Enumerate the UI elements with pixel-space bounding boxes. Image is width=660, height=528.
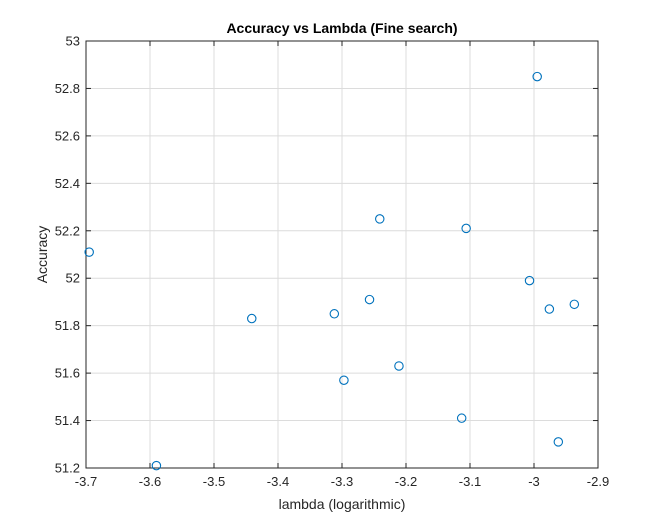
y-tick-label: 53	[66, 34, 80, 49]
data-point	[461, 223, 471, 234]
y-tick-label: 51.2	[55, 461, 80, 476]
grid	[85, 40, 599, 469]
y-tick-label: 52.6	[55, 128, 80, 143]
x-tick-label: -3.6	[139, 474, 161, 489]
data-point	[151, 460, 162, 471]
y-tick-label: 52	[66, 271, 80, 286]
y-tick-label: 51.4	[55, 413, 80, 428]
chart-title: Accuracy vs Lambda (Fine search)	[226, 20, 457, 36]
y-tick-label: 51.6	[55, 366, 80, 381]
y-axis-label: Accuracy	[34, 226, 50, 284]
data-point	[247, 313, 257, 324]
data-point	[329, 309, 340, 319]
x-tick-label: -3.7	[75, 474, 97, 489]
axis-ticks: -3.7 -3.6 -3.5 -3.4 -3.3 -3.2 -3.1 -3 -2.9 51.2 51…	[55, 34, 610, 490]
data-point	[524, 275, 535, 286]
x-axis-label: lambda (logarithmic)	[279, 496, 406, 512]
x-tick-label: -3.3	[331, 474, 353, 489]
x-tick-label: -3.5	[203, 474, 225, 489]
data-point	[339, 375, 349, 385]
data-point	[394, 361, 404, 371]
data-point	[544, 304, 555, 314]
data-points	[84, 71, 580, 471]
data-point	[364, 294, 375, 305]
y-tick-label: 51.8	[55, 318, 80, 333]
x-tick-label: -3.4	[267, 474, 289, 489]
x-tick-label: -3.1	[459, 474, 481, 489]
y-tick-label: 52.4	[55, 176, 80, 191]
data-point	[84, 247, 94, 257]
x-tick-label: -3.2	[395, 474, 417, 489]
data-point	[532, 71, 542, 82]
y-tick-label: 52.2	[55, 223, 80, 238]
y-tick-label: 52.8	[55, 81, 80, 96]
data-point	[553, 437, 564, 447]
data-point	[375, 214, 385, 224]
data-point	[569, 299, 580, 310]
data-point	[456, 413, 467, 423]
x-tick-label: -2.9	[587, 474, 609, 489]
x-tick-label: -3	[528, 474, 540, 489]
